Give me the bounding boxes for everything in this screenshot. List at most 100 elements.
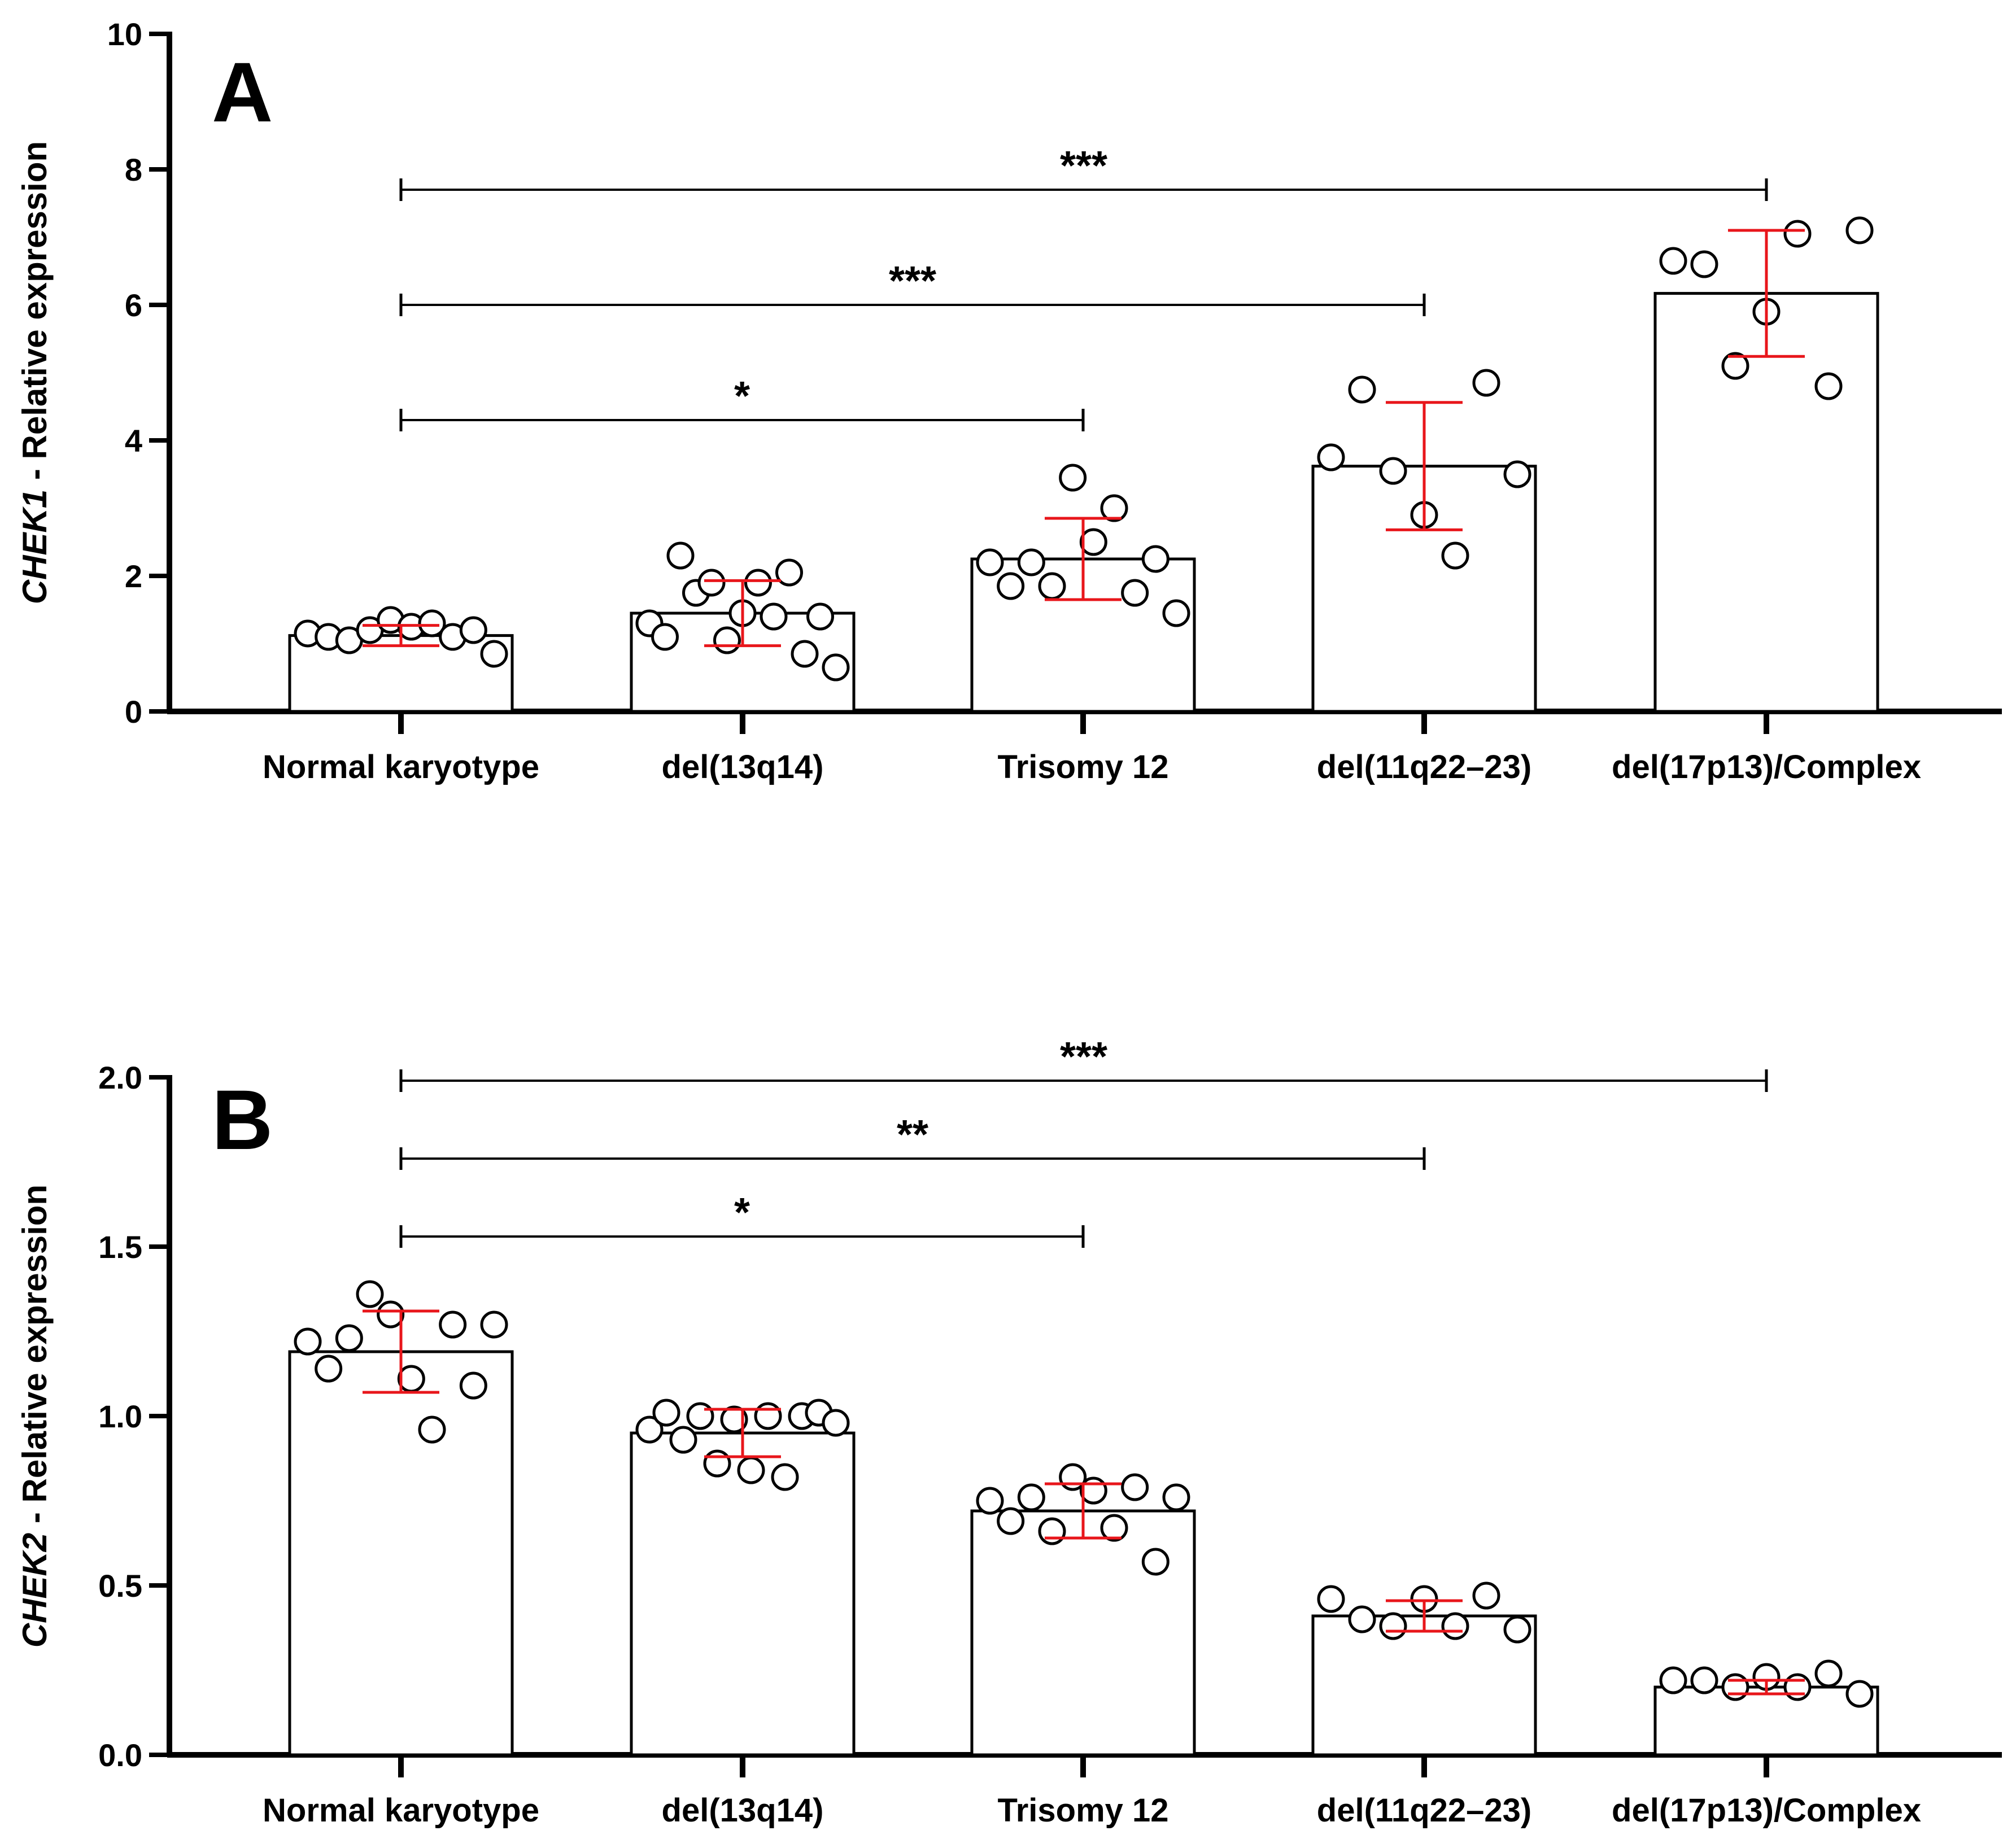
- data-point: [1317, 1585, 1345, 1613]
- x-tick-label: del(13q14): [662, 1792, 824, 1829]
- panel-letter: B: [212, 1072, 273, 1167]
- data-point: [1503, 460, 1531, 488]
- y-axis-label-gene: CHEK2: [16, 1533, 54, 1648]
- panel-letter: A: [212, 45, 273, 139]
- x-tick-label: del(17p13)/Complex: [1612, 1792, 1921, 1829]
- data-point: [1503, 1615, 1531, 1644]
- data-point: [720, 1405, 748, 1434]
- data-point: [703, 1449, 731, 1478]
- bar: [1653, 292, 1879, 713]
- data-point: [1845, 1680, 1874, 1708]
- data-point: [1121, 1473, 1149, 1501]
- data-point: [976, 548, 1004, 576]
- x-tick-label: Trisomy 12: [997, 1792, 1168, 1829]
- data-point: [1845, 216, 1874, 244]
- data-point: [1100, 1514, 1128, 1542]
- data-point: [1472, 1581, 1500, 1610]
- bar: [1653, 1685, 1879, 1757]
- data-point: [806, 602, 834, 631]
- data-point: [1079, 528, 1107, 556]
- y-tick-label: 1.0: [98, 1399, 142, 1434]
- data-point: [1162, 599, 1190, 627]
- y-axis-label: CHEK2 - Relative expression: [16, 1185, 54, 1648]
- data-point: [771, 1463, 799, 1491]
- data-point: [1059, 464, 1087, 492]
- x-tick-label: del(13q14): [662, 749, 824, 785]
- data-point: [418, 609, 446, 637]
- data-point: [1472, 369, 1500, 397]
- y-tick-label: 0.0: [98, 1737, 142, 1773]
- y-axis-label-text: - Relative expression: [16, 141, 54, 490]
- data-point: [822, 1409, 850, 1437]
- x-tick-label: del(11q22–23): [1317, 1792, 1531, 1829]
- data-point: [1441, 1612, 1469, 1640]
- significance-label: *: [734, 374, 750, 419]
- significance-label: ***: [1060, 143, 1107, 189]
- data-point: [1783, 1673, 1812, 1701]
- data-point: [397, 1365, 425, 1393]
- x-tick-label: Trisomy 12: [997, 749, 1168, 785]
- data-point: [1017, 1483, 1045, 1511]
- data-point: [1317, 443, 1345, 471]
- data-point: [1100, 494, 1128, 522]
- data-point: [1814, 1659, 1843, 1688]
- y-tick-label: 6: [125, 287, 142, 323]
- y-tick-label: 2: [125, 558, 142, 594]
- data-point: [737, 1456, 765, 1484]
- data-point: [1379, 1612, 1407, 1640]
- data-point: [1721, 1673, 1749, 1701]
- y-tick-label: 10: [107, 16, 142, 52]
- data-point: [1141, 1548, 1170, 1576]
- data-point: [1038, 1517, 1066, 1545]
- data-point: [669, 1426, 697, 1454]
- data-point: [775, 558, 803, 587]
- data-point: [713, 626, 741, 654]
- data-point: [1379, 457, 1407, 485]
- data-point: [1690, 1666, 1718, 1694]
- data-point: [1659, 1666, 1687, 1694]
- data-point: [1141, 545, 1170, 573]
- data-point: [822, 653, 850, 681]
- data-point: [1017, 548, 1045, 576]
- panel-a: 0 2 4 6 8 10 CHEK1 - Relative expression A Norma…: [16, 16, 2002, 785]
- significance-label: ***: [1060, 1034, 1107, 1080]
- bar: [288, 634, 514, 713]
- bar: [970, 1509, 1196, 1757]
- data-point: [418, 1416, 446, 1444]
- data-point: [1690, 250, 1718, 278]
- x-tick-label: Normal karyotype: [263, 749, 539, 785]
- data-point: [697, 569, 726, 597]
- data-point: [1121, 579, 1149, 607]
- data-point: [652, 1399, 680, 1427]
- data-point: [335, 1324, 363, 1352]
- data-point: [1348, 1605, 1376, 1633]
- y-tick-label: 0.5: [98, 1568, 142, 1604]
- data-point: [1659, 247, 1687, 275]
- data-point: [294, 1327, 322, 1356]
- data-point: [1441, 541, 1469, 570]
- y-tick-label: 0: [125, 694, 142, 729]
- data-point: [635, 1416, 664, 1444]
- data-point: [459, 616, 487, 644]
- data-point: [651, 623, 679, 651]
- panel-b: 0.0 0.5 1.0 1.5 2.0 CHEK2 - Relative expressi…: [16, 1034, 2002, 1829]
- data-point: [760, 602, 788, 631]
- y-tick-label: 4: [125, 423, 142, 458]
- bar: [1311, 1614, 1537, 1757]
- data-point: [1079, 1476, 1107, 1505]
- data-point: [997, 572, 1025, 600]
- y-axis-label-gene: CHEK1: [16, 490, 54, 604]
- x-tick-label: del(17p13)/Complex: [1612, 749, 1921, 785]
- significance-label: ***: [889, 259, 936, 304]
- x-tick-label: Normal karyotype: [263, 1792, 539, 1829]
- data-point: [480, 640, 508, 668]
- data-point: [791, 640, 819, 668]
- significance-label: *: [734, 1190, 750, 1235]
- bar: [630, 1431, 856, 1757]
- y-tick-label: 2.0: [98, 1060, 142, 1095]
- data-point: [976, 1487, 1004, 1515]
- data-point: [480, 1310, 508, 1339]
- data-point: [1038, 572, 1066, 600]
- x-tick-label: del(11q22–23): [1317, 749, 1531, 785]
